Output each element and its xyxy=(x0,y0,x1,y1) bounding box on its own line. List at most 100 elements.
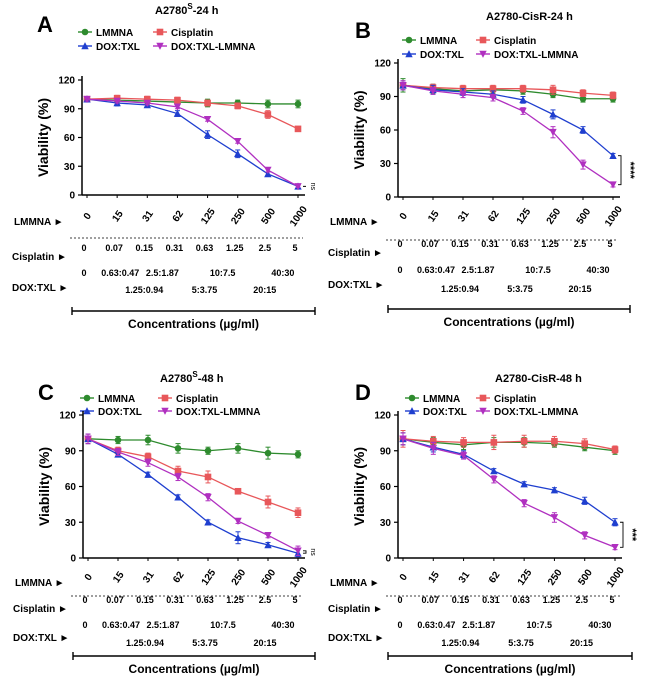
doxtxl-conc: 20:15 xyxy=(253,285,276,295)
cisplatin-conc: 0 xyxy=(397,239,402,249)
chart-title: A2780-CisR-24 h xyxy=(486,11,573,23)
legend-marker xyxy=(479,36,487,44)
lmmna-conc: 1000 xyxy=(288,565,310,590)
doxtxl-conc: 10:7.5 xyxy=(527,620,553,630)
data-point xyxy=(609,181,617,189)
data-point xyxy=(264,100,272,108)
data-point xyxy=(264,498,272,506)
data-point xyxy=(399,82,407,90)
doxtxl-conc: 20:15 xyxy=(568,284,591,294)
data-point xyxy=(114,436,122,444)
chart-panel-b: B A2780-CisR-24 h LMMNA Cisplatin DOX:TXL DOX… xyxy=(328,11,636,329)
row-label-cisplatin: Cisplatin ► xyxy=(12,252,67,263)
data-point xyxy=(294,509,302,517)
lmmna-conc: 250 xyxy=(230,567,249,587)
y-tick-label: 0 xyxy=(69,191,75,202)
y-axis-label: Viability (%) xyxy=(36,447,52,526)
lmmna-conc: 1000 xyxy=(605,565,627,590)
cisplatin-conc: 1.25 xyxy=(541,239,559,249)
data-point xyxy=(611,518,619,526)
y-tick-label: 90 xyxy=(380,92,392,103)
y-tick-label: 60 xyxy=(64,133,76,144)
lmmna-conc: 125 xyxy=(515,206,534,226)
series-line xyxy=(87,438,299,552)
data-point xyxy=(550,514,559,522)
data-point xyxy=(581,532,589,540)
data-point xyxy=(460,439,467,446)
doxtxl-conc: 5:3.75 xyxy=(192,285,218,295)
data-point xyxy=(549,86,557,94)
legend-label: LMMNA xyxy=(98,394,135,405)
doxtxl-conc: 2.5:1.87 xyxy=(461,265,494,275)
cisplatin-conc: 5 xyxy=(609,595,614,605)
doxtxl-conc: 10:7.5 xyxy=(210,620,236,630)
lmmna-conc: 62 xyxy=(487,569,503,585)
doxtxl-conc: 20:15 xyxy=(570,638,593,648)
cisplatin-conc: 1.25 xyxy=(226,595,244,605)
row-label-lmmna: LMMNA ► xyxy=(330,217,380,228)
cisplatin-conc: 0.31 xyxy=(481,239,499,249)
cisplatin-conc: 2.5 xyxy=(259,243,272,253)
data-point xyxy=(459,452,468,460)
data-point xyxy=(520,499,528,508)
legend-marker xyxy=(161,394,169,402)
data-point xyxy=(294,100,302,108)
data-point xyxy=(489,94,497,102)
data-point xyxy=(234,487,242,495)
data-point xyxy=(234,102,242,110)
row-label-lmmna: LMMNA ► xyxy=(15,578,65,589)
data-point xyxy=(609,92,617,99)
data-point xyxy=(490,467,498,475)
legend-marker xyxy=(81,28,89,36)
doxtxl-conc: 0.63:0.47 xyxy=(102,620,140,630)
doxtxl-conc: 10:7.5 xyxy=(525,265,551,275)
data-point xyxy=(204,518,212,526)
data-point xyxy=(294,125,302,133)
data-point xyxy=(174,445,182,452)
row-label-cisplatin: Cisplatin ► xyxy=(328,248,383,259)
data-point xyxy=(489,85,497,92)
doxtxl-conc: 40:30 xyxy=(588,620,611,630)
doxtxl-conc: 2.5:1.87 xyxy=(146,268,179,278)
series-dox-txl xyxy=(83,95,302,190)
lmmna-conc: 250 xyxy=(229,206,248,226)
y-tick-label: 30 xyxy=(380,518,392,529)
series-line xyxy=(402,84,613,100)
data-point xyxy=(549,128,557,137)
data-point xyxy=(264,111,272,118)
data-point xyxy=(174,467,182,475)
y-tick-label: 30 xyxy=(380,159,392,170)
significance-bracket xyxy=(303,550,307,554)
lmmna-conc: 500 xyxy=(575,206,594,226)
data-point xyxy=(519,107,527,115)
lmmna-conc: 500 xyxy=(576,567,595,587)
series-line xyxy=(86,98,298,105)
data-point xyxy=(519,95,527,104)
legend-label: DOX:TXL xyxy=(420,50,464,61)
lmmna-conc: 250 xyxy=(546,567,565,587)
data-point xyxy=(611,446,619,453)
lmmna-conc: 62 xyxy=(171,208,187,224)
data-point xyxy=(204,493,212,502)
data-point xyxy=(551,437,558,445)
significance-label: **** xyxy=(624,162,636,180)
y-tick-label: 120 xyxy=(59,411,76,422)
data-point xyxy=(579,126,587,134)
lmmna-conc: 0 xyxy=(398,572,410,583)
data-point xyxy=(490,476,498,484)
doxtxl-conc: 0.63:0.47 xyxy=(417,620,455,630)
cisplatin-conc: 0.31 xyxy=(482,595,500,605)
y-tick-label: 60 xyxy=(380,126,392,137)
row-label-doxtxl: DOX:TXL ► xyxy=(328,633,384,644)
data-point xyxy=(234,445,242,452)
series-dox-txl-lmmna xyxy=(399,432,619,552)
data-point xyxy=(294,451,302,458)
chart-panel-c: C A2780S-48 h LMMNA Cisplatin DOX:TXL DOX:TXL… xyxy=(13,370,316,676)
chart-title: A2780S-24 h xyxy=(155,2,219,17)
lmmna-conc: 31 xyxy=(457,569,473,585)
legend-label: Cisplatin xyxy=(494,394,536,405)
data-point xyxy=(579,161,587,169)
cisplatin-conc: 0.15 xyxy=(136,595,154,605)
data-point xyxy=(294,183,302,191)
row-label-doxtxl: DOX:TXL ► xyxy=(13,633,69,644)
